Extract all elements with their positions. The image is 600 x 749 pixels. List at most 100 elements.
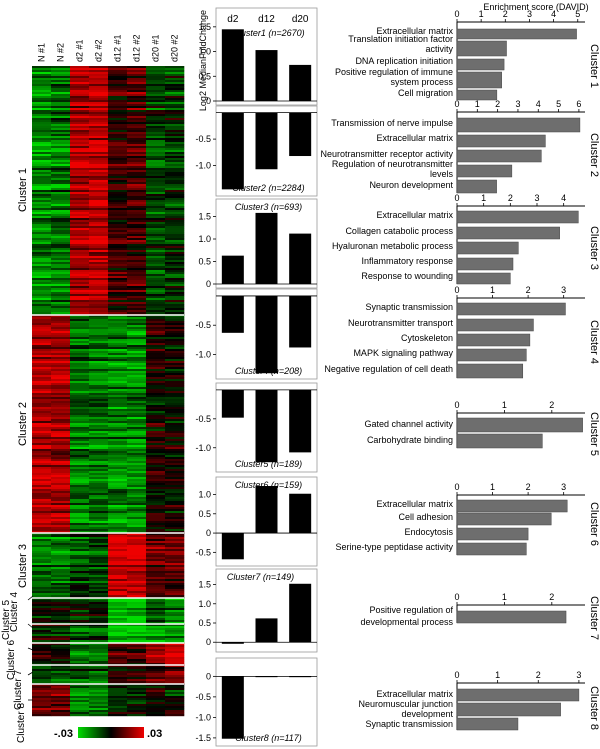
heatmap-cell — [32, 108, 52, 111]
enrichment-bar — [456, 433, 543, 449]
heatmap-cell — [165, 489, 185, 492]
heatmap-cell — [146, 92, 166, 95]
fold-change-tick-label: -1.0 — [195, 712, 211, 722]
heatmap-cell — [70, 82, 90, 85]
heatmap-cell — [146, 150, 166, 153]
heatmap-cell — [146, 212, 166, 215]
heatmap-cell — [32, 665, 52, 668]
heatmap-cell — [108, 507, 128, 510]
heatmap-cell — [127, 70, 147, 73]
heatmap-cell — [32, 435, 52, 438]
heatmap-cell — [146, 242, 166, 245]
heatmap-cell — [108, 327, 128, 330]
heatmap-cell — [165, 349, 185, 352]
heatmap-cell — [89, 339, 109, 342]
heatmap-cell — [127, 638, 147, 641]
heatmap-cell — [108, 445, 128, 448]
heatmap-cell — [32, 240, 52, 243]
enrichment-bar — [456, 28, 577, 40]
heatmap-cell — [108, 298, 128, 301]
heatmap-cell — [127, 559, 147, 562]
heatmap-cell — [127, 208, 147, 211]
fold-change-tick-label: 0.5 — [198, 257, 211, 267]
enrichment-tick-label: 2 — [495, 99, 500, 109]
heatmap-cell — [70, 355, 90, 358]
heatmap-cell — [32, 114, 52, 117]
heatmap-cell — [127, 184, 147, 187]
heatmap-cell — [89, 675, 109, 678]
heatmap-cell — [32, 671, 52, 674]
heatmap-cell — [89, 537, 109, 540]
heatmap-cell — [70, 545, 90, 548]
heatmap-cell — [108, 369, 128, 372]
heatmap-cell — [51, 509, 71, 512]
heatmap-cell — [108, 539, 128, 542]
heatmap-cell — [70, 315, 90, 318]
enrichment-category-label: Positive regulation of developmental proc… — [360, 605, 453, 627]
heatmap-cell — [51, 78, 71, 81]
heatmap-cell — [165, 529, 185, 532]
heatmap-cell — [32, 246, 52, 249]
heatmap-cell — [127, 78, 147, 81]
heatmap-cell — [146, 405, 166, 408]
heatmap-cell — [165, 393, 185, 396]
enrichment-category-label: Extracellular matrix — [376, 133, 453, 143]
heatmap-cell — [32, 379, 52, 382]
heatmap-cell — [127, 575, 147, 578]
heatmap-cell — [108, 569, 128, 572]
heatmap-cell — [146, 174, 166, 177]
heatmap-cell — [70, 620, 90, 623]
heatmap-cell — [32, 421, 52, 424]
heatmap-cell — [146, 681, 166, 684]
heatmap-cell — [146, 489, 166, 492]
heatmap-cell — [51, 369, 71, 372]
heatmap-cell — [165, 445, 185, 448]
heatmap-cell — [127, 278, 147, 281]
heatmap-cell — [70, 158, 90, 161]
heatmap-cell — [146, 626, 166, 629]
heatmap-cell — [70, 335, 90, 338]
heatmap-cell — [165, 132, 185, 135]
heatmap-cell — [51, 427, 71, 430]
heatmap-cell — [32, 425, 52, 428]
heatmap-cell — [70, 310, 90, 313]
heatmap-cell — [51, 302, 71, 305]
heatmap-cell — [108, 409, 128, 412]
heatmap-cell — [108, 182, 128, 185]
heatmap-cell — [51, 659, 71, 662]
heatmap-cell — [146, 112, 166, 115]
heatmap-cell — [70, 345, 90, 348]
enrichment-bar — [456, 333, 531, 347]
fold-change-panel-title: Cluster8 (n=117) — [235, 733, 302, 743]
heatmap-cell — [51, 589, 71, 592]
heatmap-cell — [127, 383, 147, 386]
heatmap-cell — [165, 579, 185, 582]
heatmap-cell — [108, 226, 128, 229]
heatmap-cell — [108, 70, 128, 73]
heatmap-cell — [70, 638, 90, 641]
heatmap-cell — [165, 563, 185, 566]
heatmap-cell — [32, 595, 52, 598]
heatmap-cell — [70, 106, 90, 109]
heatmap-cell — [70, 359, 90, 362]
heatmap-cell — [108, 551, 128, 554]
enrichment-bar — [456, 499, 568, 513]
heatmap-group-1 — [32, 66, 185, 316]
heatmap-cell — [127, 533, 147, 536]
heatmap-cell — [51, 286, 71, 289]
fold-change-tick-label: -0.5 — [195, 692, 211, 702]
heatmap-cell — [127, 620, 147, 623]
heatmap-cell — [32, 614, 52, 617]
enrichment-category-label: Collagen catabolic process — [345, 226, 453, 236]
heatmap-cell — [51, 172, 71, 175]
heatmap-cell — [127, 268, 147, 271]
heatmap-cell — [32, 645, 52, 648]
heatmap-cell — [70, 661, 90, 664]
heatmap-cell — [70, 395, 90, 398]
heatmap-cell — [89, 533, 109, 536]
heatmap-cell — [51, 210, 71, 213]
heatmap-cell — [146, 371, 166, 374]
heatmap-cell — [51, 371, 71, 374]
